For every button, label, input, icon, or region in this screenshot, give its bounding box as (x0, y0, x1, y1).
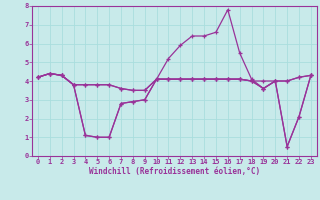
X-axis label: Windchill (Refroidissement éolien,°C): Windchill (Refroidissement éolien,°C) (89, 167, 260, 176)
